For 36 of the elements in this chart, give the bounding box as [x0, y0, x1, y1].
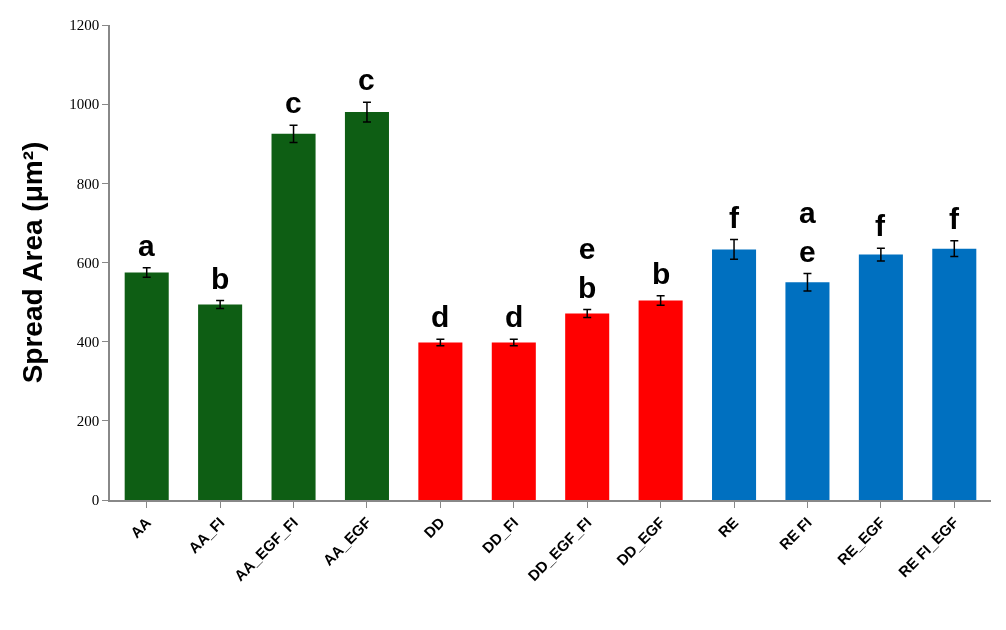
annotation: a e [799, 196, 816, 268]
annotation: c [358, 63, 375, 96]
y-axis-title: Spread Area (μm²) [17, 141, 49, 384]
annotation: b [652, 257, 671, 290]
bar [565, 313, 610, 500]
y-tick-label: 200 [76, 413, 100, 430]
bar [932, 248, 977, 500]
x-tick-label: RE FI [775, 513, 815, 553]
annotation: f [729, 201, 740, 234]
bar [418, 342, 463, 500]
annotation: c [285, 86, 302, 119]
annotation: f [875, 209, 886, 242]
y-tick-label: 0 [91, 492, 100, 509]
annotation: f [949, 202, 960, 235]
x-tick-label: RE [714, 513, 742, 541]
bar [344, 112, 389, 500]
annotation: e b [578, 232, 597, 304]
annotation: a [138, 229, 155, 262]
bar [271, 133, 316, 500]
annotation: d [431, 300, 450, 333]
bar [785, 282, 830, 500]
annotation: b [211, 262, 230, 295]
bar [491, 342, 536, 500]
bar [638, 300, 683, 500]
y-tick-label: 800 [76, 175, 100, 192]
bar [858, 254, 903, 500]
y-tick-label: 1000 [69, 96, 100, 113]
bar [124, 272, 169, 500]
x-tick-label: DD [420, 513, 448, 541]
bar [198, 304, 243, 500]
y-tick-label: 400 [76, 333, 100, 350]
annotation: d [505, 300, 524, 333]
x-tick-label: AA [126, 513, 155, 541]
bar [712, 249, 757, 500]
y-tick-label: 600 [76, 254, 100, 271]
y-tick-label: 1200 [69, 17, 100, 34]
